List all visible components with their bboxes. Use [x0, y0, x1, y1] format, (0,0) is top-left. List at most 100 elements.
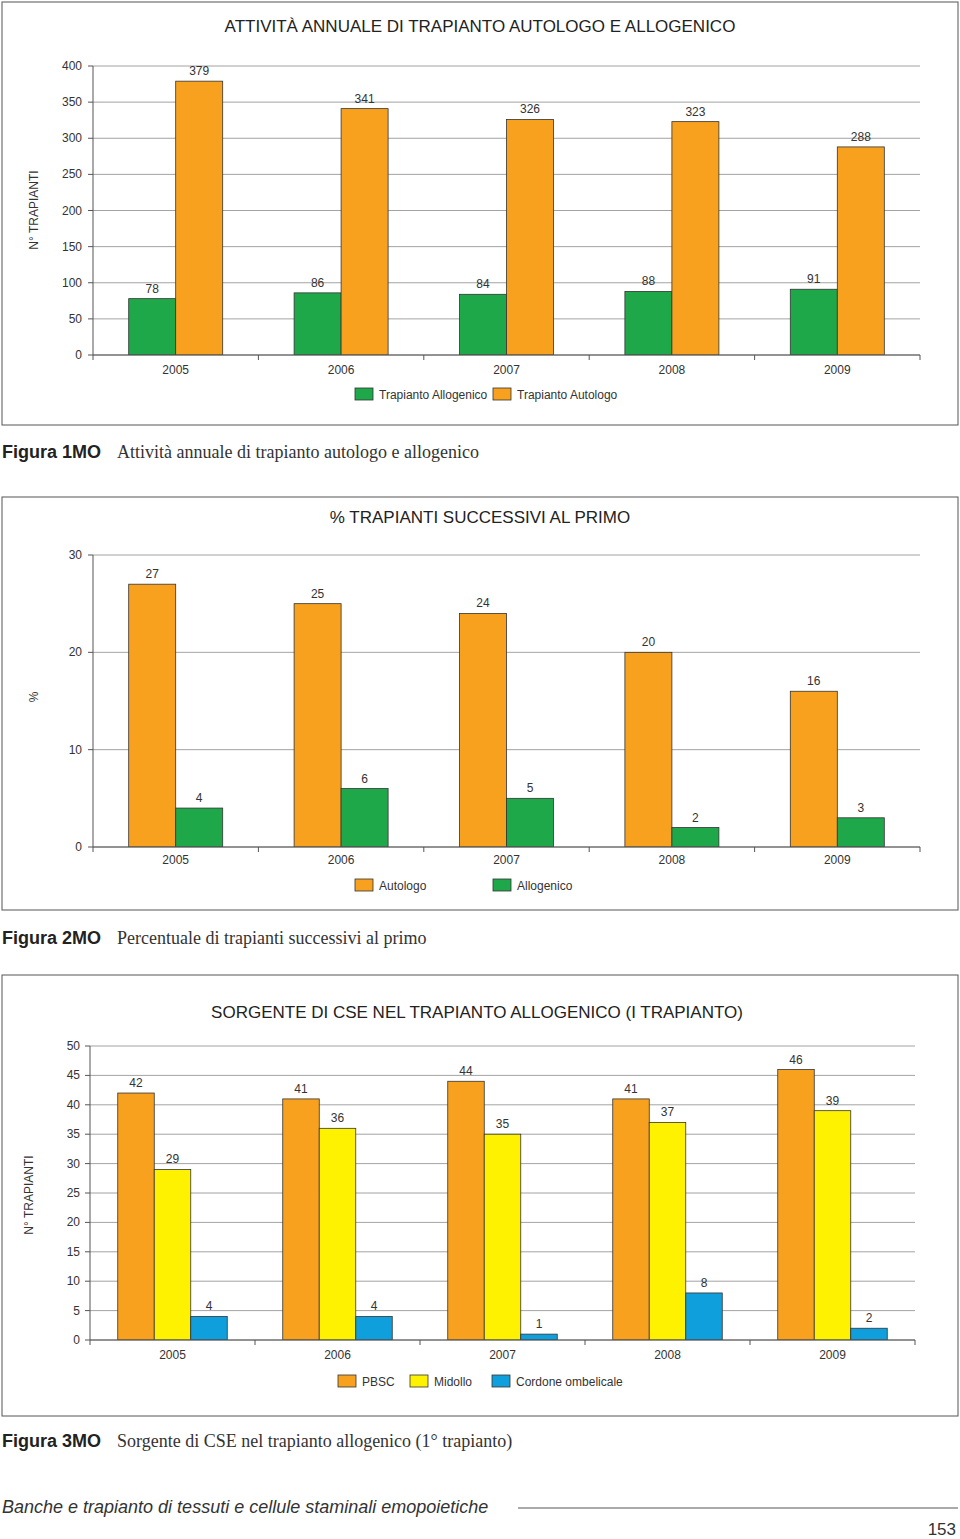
y-tick: [88, 282, 93, 283]
data-label: 29: [166, 1152, 180, 1166]
chart-frame: [2, 497, 958, 910]
y-axis-label: N° TRAPIANTI: [22, 1155, 36, 1234]
y-tick: [88, 652, 93, 653]
data-label: 41: [624, 1082, 638, 1096]
bar: [176, 808, 223, 847]
data-labels: 4229441364443514137846392: [129, 1053, 872, 1332]
y-tick-label: 250: [62, 167, 82, 181]
x-tick-label: 2005: [162, 853, 189, 867]
bar: [507, 119, 554, 355]
x-tick: [754, 355, 755, 360]
legend-label: Autologo: [379, 879, 427, 893]
data-label: 323: [685, 105, 705, 119]
y-tick: [85, 1340, 90, 1341]
chart-title: SORGENTE DI CSE NEL TRAPIANTO ALLOGENICO…: [211, 1003, 743, 1022]
bar: [294, 604, 341, 847]
legend-swatch: [493, 879, 511, 891]
y-tick-label: 0: [75, 840, 82, 854]
x-axis: [93, 847, 920, 848]
x-tick: [423, 355, 424, 360]
y-tick: [88, 318, 93, 319]
x-tick-label: 2006: [328, 853, 355, 867]
bar: [341, 789, 388, 847]
y-tick-label: 0: [75, 348, 82, 362]
figure-label: Figura 1MO: [2, 442, 101, 462]
x-tick-label: 2006: [324, 1348, 351, 1362]
legend-swatch: [492, 1375, 510, 1387]
grid-line: [93, 66, 920, 67]
figure-label: Figura 2MO: [2, 928, 101, 948]
legend-label: PBSC: [362, 1375, 395, 1389]
x-tick: [423, 847, 424, 852]
y-tick: [88, 102, 93, 103]
legend-swatch: [410, 1375, 428, 1387]
bar: [129, 584, 176, 847]
y-tick: [85, 1310, 90, 1311]
x-tick: [920, 355, 921, 360]
chart: SORGENTE DI CSE NEL TRAPIANTO ALLOGENICO…: [2, 975, 958, 1416]
grid-line: [93, 555, 920, 556]
data-label: 36: [331, 1111, 345, 1125]
y-axis: [93, 555, 94, 847]
data-label: 86: [311, 276, 325, 290]
data-label: 91: [807, 272, 821, 286]
bars: [118, 1070, 888, 1340]
figure-caption: Percentuale di trapianti successivi al p…: [117, 928, 426, 948]
bar: [613, 1099, 650, 1340]
legend-label: Trapianto Allogenico: [379, 388, 488, 402]
y-tick: [88, 355, 93, 356]
y-tick-label: 400: [62, 59, 82, 73]
data-label: 39: [826, 1094, 840, 1108]
y-tick-label: 100: [62, 276, 82, 290]
y-tick: [85, 1281, 90, 1282]
x-tick: [754, 847, 755, 852]
legend-swatch: [355, 388, 373, 400]
y-tick-label: 25: [67, 1186, 81, 1200]
bar: [507, 798, 554, 847]
legend-label: Allogenico: [517, 879, 573, 893]
chart: ATTIVITÀ ANNUALE DI TRAPIANTO AUTOLOGO E…: [2, 2, 958, 425]
y-tick: [88, 555, 93, 556]
data-labels: 274256245202163: [146, 567, 865, 824]
bar: [649, 1122, 686, 1340]
data-label: 88: [642, 274, 656, 288]
x-tick: [589, 355, 590, 360]
data-label: 5: [527, 781, 534, 795]
chart-frame: [2, 975, 958, 1416]
x-tick: [915, 1340, 916, 1345]
figure-label: Figura 3MO: [2, 1431, 101, 1451]
y-tick: [85, 1075, 90, 1076]
x-tick: [255, 1340, 256, 1345]
legend-swatch: [493, 388, 511, 400]
bar: [154, 1169, 191, 1340]
bar: [521, 1334, 558, 1340]
data-label: 6: [361, 772, 368, 786]
y-tick-label: 350: [62, 95, 82, 109]
x-tick: [750, 1340, 751, 1345]
y-tick-label: 30: [69, 548, 83, 562]
bar: [191, 1316, 228, 1340]
bar: [129, 299, 176, 355]
figure-caption: Sorgente di CSE nel trapianto allogenico…: [117, 1431, 512, 1452]
y-tick: [88, 246, 93, 247]
legend-label: Trapianto Autologo: [517, 388, 618, 402]
y-tick: [85, 1046, 90, 1047]
data-label: 4: [196, 791, 203, 805]
chart-title: ATTIVITÀ ANNUALE DI TRAPIANTO AUTOLOGO E…: [225, 17, 736, 36]
data-label: 341: [355, 92, 375, 106]
bar: [294, 293, 341, 355]
x-tick-label: 2007: [493, 853, 520, 867]
legend-label: Cordone ombelicale: [516, 1375, 623, 1389]
y-axis: [90, 1046, 91, 1340]
data-label: 84: [476, 277, 490, 291]
grid-line: [93, 847, 920, 848]
x-tick-label: 2008: [659, 363, 686, 377]
data-label: 4: [206, 1299, 213, 1313]
bar: [484, 1134, 521, 1340]
bar: [790, 691, 837, 847]
footer-rule: [518, 1508, 958, 1509]
y-tick: [88, 66, 93, 67]
x-axis: [93, 355, 920, 356]
data-labels: 7837986341843268832391288: [146, 64, 872, 295]
y-tick-label: 20: [69, 645, 83, 659]
